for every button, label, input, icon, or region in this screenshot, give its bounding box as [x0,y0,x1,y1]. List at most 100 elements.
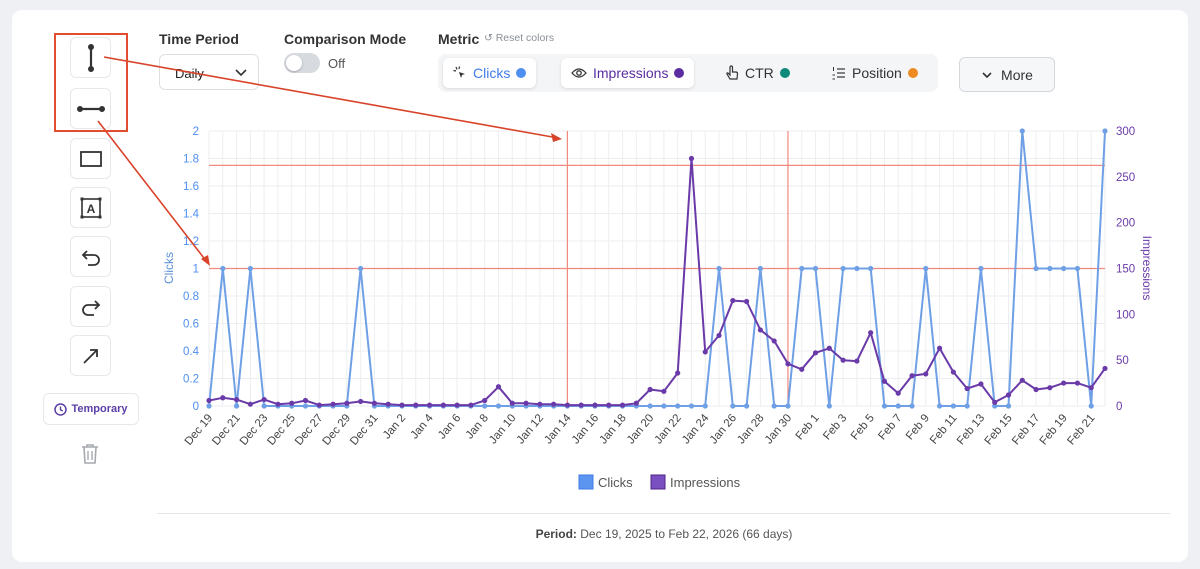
clicks-point [812,265,819,272]
cursor-click-icon [453,66,465,78]
clicks-point [826,403,832,409]
delete-button[interactable] [80,443,100,470]
clicks-point [661,403,667,409]
clicks-color-dot [516,68,527,78]
list-ordered-icon [832,67,845,80]
impressions-point [895,390,901,396]
eye-icon [571,68,587,78]
x-tick-label: Feb 21 [1065,412,1097,447]
impressions-point [578,402,584,408]
comparison-mode-toggle[interactable] [284,53,320,73]
x-tick-label: Jan 4 [409,412,437,442]
x-tick-label: Feb 17 [1010,412,1042,447]
impressions-point [316,402,322,408]
impressions-point [1005,392,1012,398]
comparison-mode-state: Off [328,56,346,71]
clicks-point [895,403,901,409]
clicks-point [936,403,943,409]
x-tick-label: Dec 27 [293,412,326,448]
clicks-point [716,265,722,272]
temporary-label: Temporary [71,403,128,415]
metric-position-label: Position [852,65,902,81]
metric-impressions-label: Impressions [593,65,669,81]
impressions-point [619,402,626,408]
impressions-point [799,366,805,372]
rectangle-tool[interactable] [70,138,111,179]
time-period-label: Time Period [159,31,239,47]
clicks-point [261,403,267,409]
impressions-point [399,402,405,408]
clicks-point [1047,265,1053,272]
clicks-point [881,403,888,409]
right-axis-ticks: 0 50 100 150 200 250 300 [1116,126,1135,413]
reset-colors-link[interactable]: ↺ Reset colors [484,32,555,44]
overlay-arrow-1 [103,56,559,139]
metric-impressions-button[interactable]: Impressions [561,58,695,88]
impressions-point [826,345,832,351]
clicks-point [675,403,681,409]
vertical-line-icon [87,43,94,72]
chart-series [206,128,1108,409]
x-tick-label: Dec 21 [210,412,243,448]
chart-card [12,10,1188,562]
impressions-point [688,155,695,162]
clicks-point [799,265,805,272]
impressions-point [744,298,750,305]
undo-tool[interactable] [70,236,111,277]
impressions-point [868,330,874,336]
y-left-tick-label: 0.8 [183,291,199,303]
redo-tool[interactable] [70,286,111,327]
impressions-point [647,386,653,393]
impressions-point [454,402,460,408]
y-right-tick-label: 100 [1116,309,1135,321]
legend: Clicks Impressions [578,474,741,490]
more-label: More [1001,66,1033,83]
y-left-tick-label: 1.6 [183,181,199,193]
x-tick-label: Jan 18 [597,412,628,446]
y-axis-label-right: Impressions [1140,236,1154,301]
x-tick-label: Jan 14 [542,412,574,447]
impressions-point [220,395,226,401]
pointer-hand-icon [726,65,739,80]
y-right-tick-label: 0 [1116,401,1122,413]
metric-position-button[interactable]: Position [822,58,928,88]
impressions-point [675,370,681,376]
text-box-tool[interactable]: A [70,187,111,228]
metric-ctr-button[interactable]: CTR [715,58,800,88]
x-tick-label: Jan 12 [515,412,546,446]
more-button[interactable]: More [959,57,1055,92]
arrow-icon [82,348,98,364]
y-left-tick-label: 1.4 [183,209,200,221]
clicks-point [482,403,488,409]
impressions-point [1061,380,1067,386]
x-tick-label: Feb 3 [821,412,849,442]
temporary-button[interactable]: Temporary [43,393,139,425]
horizontal-line-tool[interactable] [70,88,111,129]
clicks-point [358,265,364,272]
clicks-point [688,403,695,409]
impressions-point [233,396,240,403]
period-value: Dec 19, 2025 to Feb 22, 2026 (66 days) [580,527,793,541]
clicks-point [730,403,736,409]
impressions-point [992,399,998,405]
impressions-point [1102,365,1108,372]
clicks-point [247,265,253,272]
clicks-point [923,265,929,272]
clicks-point [744,403,750,409]
y-left-tick-label: 2 [193,126,199,138]
impressions-point [206,397,212,404]
time-period-select[interactable]: Daily [159,54,259,90]
legend-clicks-swatch [578,474,594,490]
period-label: Period: [535,527,577,541]
left-axis-ticks: 00.20.40.60.811.21.41.61.82 [183,126,200,413]
impressions-point [1019,377,1025,383]
time-period-value: Daily [175,66,204,81]
clicks-point [1033,265,1039,272]
clicks-point [702,403,708,409]
clicks-point [647,403,653,409]
arrow-tool[interactable] [70,335,111,376]
legend-impressions-swatch [650,474,666,490]
metric-clicks-button[interactable]: Clicks [443,58,537,88]
y-left-tick-label: 0.2 [183,374,199,386]
